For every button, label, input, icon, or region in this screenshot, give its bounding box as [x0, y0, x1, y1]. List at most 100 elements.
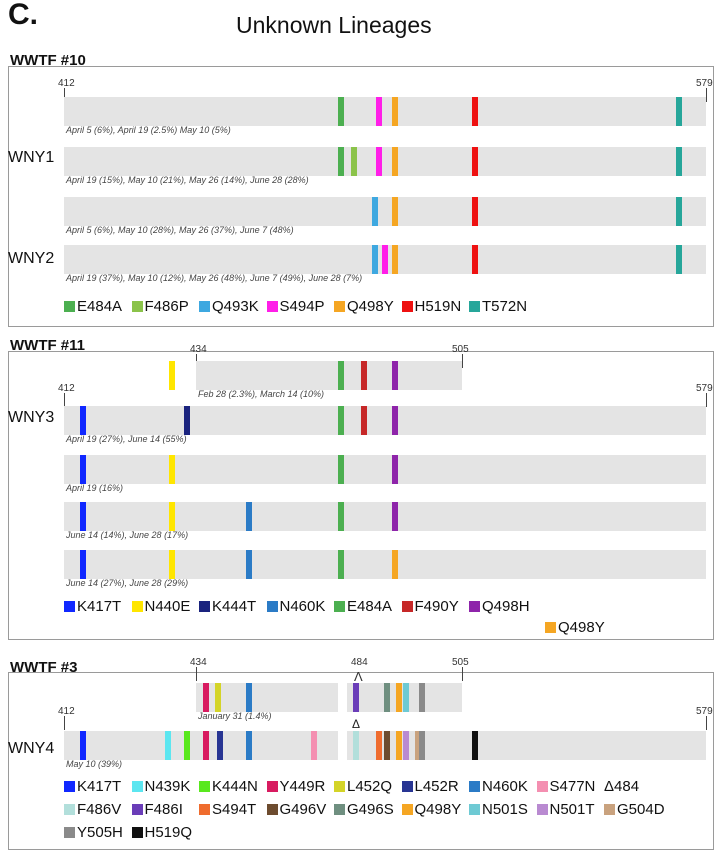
- row-dates: April 19 (27%), June 14 (55%): [66, 434, 187, 444]
- legend-swatch: [545, 622, 556, 633]
- mutation-mark: [337, 683, 347, 712]
- sequence-bar: [64, 97, 706, 126]
- legend-swatch: [131, 601, 143, 612]
- section-frame: [8, 351, 714, 640]
- legend-item: Y449R: [266, 778, 325, 795]
- mutation-mark: [418, 683, 425, 712]
- legend-label: L452Q: [347, 778, 393, 795]
- legend-swatch: [334, 781, 345, 792]
- legend-item: N439K: [131, 778, 190, 795]
- row-dates: April 19 (15%), May 10 (21%), May 26 (14…: [66, 175, 309, 185]
- mutation-mark: [80, 455, 87, 484]
- legend-swatch: [199, 804, 210, 815]
- mutation-mark: [80, 731, 87, 760]
- legend-swatch: [64, 804, 75, 815]
- legend-item: E484A: [334, 598, 392, 615]
- mutation-mark: [403, 683, 410, 712]
- legend-label: K444N: [212, 778, 258, 795]
- sample-label: WNY3: [8, 409, 55, 426]
- sequence-bar: [64, 197, 706, 226]
- mutation-mark: [472, 245, 479, 274]
- legend-item: Q498H: [469, 598, 530, 615]
- mutation-mark: [353, 683, 360, 712]
- sequence-bar: [168, 361, 462, 390]
- legend-item: T572N: [469, 298, 527, 315]
- row-dates: January 31 (1.4%): [198, 711, 272, 721]
- row-dates: April 19 (37%), May 10 (12%), May 26 (48…: [66, 273, 363, 283]
- mutation-mark: [676, 147, 683, 176]
- mutation-mark: [391, 197, 398, 226]
- sequence-bar: [64, 245, 706, 274]
- axis-start-label: 412: [58, 383, 75, 394]
- legend-swatch: [401, 301, 413, 312]
- legend-swatch: [334, 804, 345, 815]
- row-dates: April 5 (6%), May 10 (28%), May 26 (37%)…: [66, 225, 294, 235]
- mutation-mark: [376, 97, 383, 126]
- legend-item: F486V: [64, 801, 121, 818]
- legend-label: N501S: [482, 801, 528, 818]
- sequence-bar: [64, 550, 706, 579]
- mutation-mark: [353, 731, 360, 760]
- mutation-mark: [337, 97, 344, 126]
- legend-label: G496V: [279, 801, 327, 818]
- legend-item: Q498Y: [334, 298, 394, 315]
- legend-label: E484A: [77, 298, 123, 315]
- row-dates: April 5 (6%), April 19 (2.5%) May 10 (5%…: [66, 125, 231, 135]
- legend-swatch: [266, 804, 278, 815]
- mutation-mark: [360, 406, 367, 435]
- mutation-mark: [414, 731, 421, 760]
- legend-item: K417T: [64, 598, 121, 615]
- legend-item: G496V: [266, 801, 327, 818]
- mutation-mark: [203, 683, 210, 712]
- mutation-mark: [360, 361, 367, 390]
- mutation-mark: [372, 245, 379, 274]
- legend-swatch: [199, 301, 210, 312]
- mutation-mark: [403, 731, 410, 760]
- legend-swatch: [131, 804, 143, 815]
- legend-label: Q498Y: [414, 801, 462, 818]
- mutation-mark: [472, 197, 479, 226]
- mutation-mark: [337, 147, 344, 176]
- mutation-mark: [168, 502, 175, 531]
- legend-label: F490Y: [414, 598, 459, 615]
- mutation-mark: [472, 97, 479, 126]
- axis-end-tick: [462, 354, 463, 368]
- mutation-mark: [310, 731, 317, 760]
- legend-label: K417T: [77, 598, 122, 615]
- mutation-mark: [395, 731, 402, 760]
- axis-start-tick: [196, 667, 197, 681]
- mutation-mark: [676, 197, 683, 226]
- section-frame: [8, 66, 714, 327]
- legend-label: S477N: [549, 778, 596, 795]
- mutation-mark: [376, 147, 383, 176]
- mutation-mark: [184, 406, 191, 435]
- mutation-mark: [214, 683, 221, 712]
- mutation-mark: [391, 361, 398, 390]
- mutation-mark: [395, 683, 402, 712]
- legend-item: F490Y: [401, 598, 459, 615]
- axis-end-label: 505: [452, 344, 469, 355]
- sequence-bar: [64, 455, 706, 484]
- legend-item: F486I: [131, 801, 183, 818]
- mutation-mark: [337, 731, 347, 760]
- legend-item: N440E: [131, 598, 190, 615]
- mutation-mark: [80, 502, 87, 531]
- legend-swatch: [199, 601, 210, 612]
- mutation-mark: [245, 502, 252, 531]
- mutation-mark: [337, 406, 344, 435]
- axis-start-tick: [64, 393, 65, 407]
- legend-label: G504D: [617, 801, 665, 818]
- mutation-mark: [391, 502, 398, 531]
- legend-item: Q498Y: [545, 619, 605, 636]
- axis-start-tick: [64, 88, 65, 102]
- legend-item: S477N: [536, 778, 596, 795]
- mutation-mark: [383, 731, 390, 760]
- mutation-mark: [372, 197, 379, 226]
- deletion-delta: Δ: [352, 717, 361, 731]
- mutation-mark: [391, 245, 398, 274]
- mutation-mark: [337, 361, 344, 390]
- legend-label: Y505H: [77, 824, 123, 841]
- section-title: WWTF #10: [10, 52, 86, 69]
- axis-end-label: 579: [696, 78, 713, 89]
- mutation-mark: [376, 731, 383, 760]
